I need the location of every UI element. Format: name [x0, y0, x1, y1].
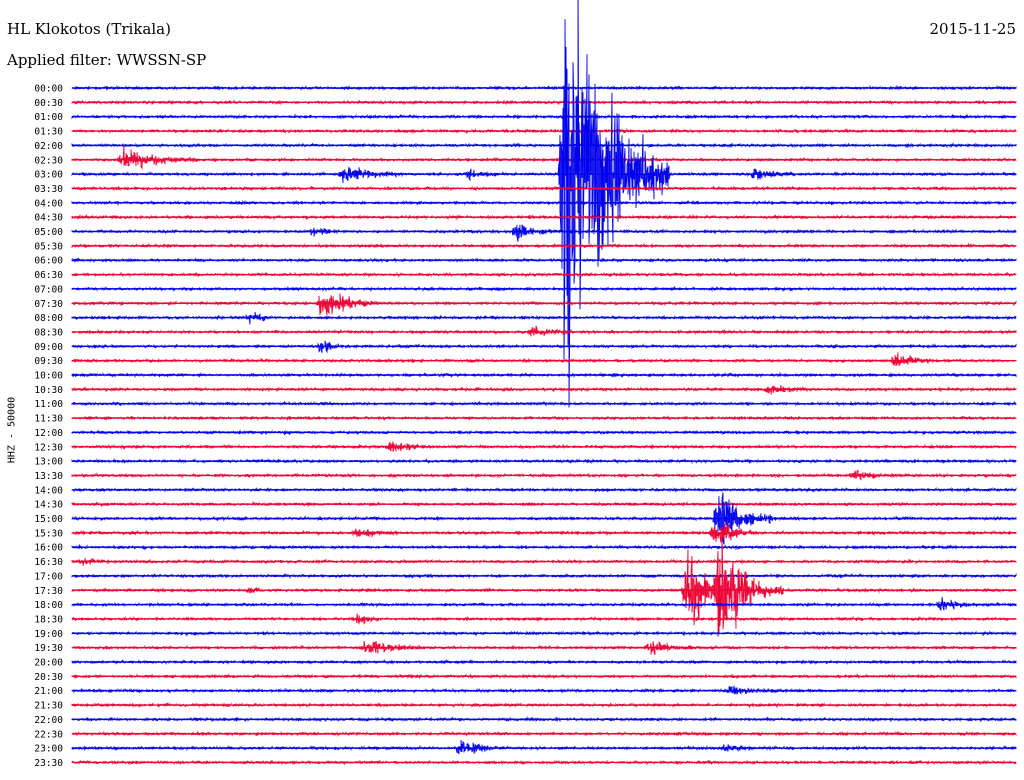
filter-label: Applied filter: WWSSN-SP: [7, 51, 207, 69]
time-tick-label: 02:30: [34, 155, 63, 166]
time-tick-label: 18:00: [34, 600, 63, 611]
time-tick-label: 20:30: [34, 672, 63, 683]
time-tick-label: 07:30: [34, 299, 63, 310]
time-tick-label: 00:30: [34, 98, 63, 109]
time-tick-label: 19:00: [34, 629, 63, 640]
time-tick-label: 06:30: [34, 270, 63, 281]
time-tick-label: 15:30: [34, 528, 63, 539]
time-tick-label: 23:00: [34, 744, 63, 755]
seismic-trace-row: [71, 537, 1017, 637]
seismic-trace-row: [71, 739, 1017, 755]
time-tick-label: 12:30: [34, 442, 63, 453]
time-tick-label: 17:30: [34, 586, 63, 597]
time-tick-label: 22:00: [34, 715, 63, 726]
time-tick-label: 01:00: [34, 112, 63, 123]
time-tick-label: 23:30: [34, 758, 63, 769]
time-tick-label: 10:30: [34, 385, 63, 396]
seismic-trace-row: [71, 293, 1017, 316]
time-tick-label: 14:00: [34, 485, 63, 496]
time-tick-label: 22:30: [34, 729, 63, 740]
date-label: 2015-11-25: [929, 20, 1016, 38]
time-tick-label: 03:00: [34, 170, 63, 181]
time-tick-label: 06:00: [34, 256, 63, 267]
seismic-trace-row: [71, 145, 1017, 170]
time-tick-label: 11:30: [34, 414, 63, 425]
time-tick-label: 01:30: [34, 127, 63, 138]
time-tick-label: 07:00: [34, 284, 63, 295]
time-tick-label: 13:00: [34, 457, 63, 468]
time-tick-label: 11:00: [34, 399, 63, 410]
time-tick-label: 14:30: [34, 500, 63, 511]
time-tick-label: 16:00: [34, 543, 63, 554]
time-tick-label: 04:30: [34, 213, 63, 224]
seismic-trace-row: [71, 597, 1017, 611]
time-tick-label: 04:00: [34, 198, 63, 209]
time-tick-label: 08:30: [34, 327, 63, 338]
time-tick-label: 05:00: [34, 227, 63, 238]
time-tick-label: 15:00: [34, 514, 63, 525]
time-tick-label: 19:30: [34, 643, 63, 654]
station-title: HL Klokotos (Trikala): [7, 20, 171, 38]
time-tick-label: 21:00: [34, 686, 63, 697]
time-tick-label: 02:00: [34, 141, 63, 152]
seismic-trace-row: [71, 685, 1017, 695]
time-tick-label: 09:30: [34, 356, 63, 367]
time-tick-label: 05:30: [34, 241, 63, 252]
time-tick-label: 18:30: [34, 614, 63, 625]
time-tick-label: 17:00: [34, 571, 63, 582]
time-tick-label: 21:30: [34, 701, 63, 712]
time-tick-label: 09:00: [34, 342, 63, 353]
seismic-trace-row: [71, 352, 1017, 366]
time-tick-label: 03:30: [34, 184, 63, 195]
seismic-trace-row: [71, 224, 1017, 242]
time-tick-label: 16:30: [34, 557, 63, 568]
time-tick-label: 10:00: [34, 371, 63, 382]
time-tick-label: 00:00: [34, 84, 63, 95]
time-tick-label: 20:00: [34, 658, 63, 669]
time-tick-label: 08:00: [34, 313, 63, 324]
time-tick-label: 13:30: [34, 471, 63, 482]
seismic-trace-row: [71, 325, 1017, 337]
time-tick-label: 12:00: [34, 428, 63, 439]
